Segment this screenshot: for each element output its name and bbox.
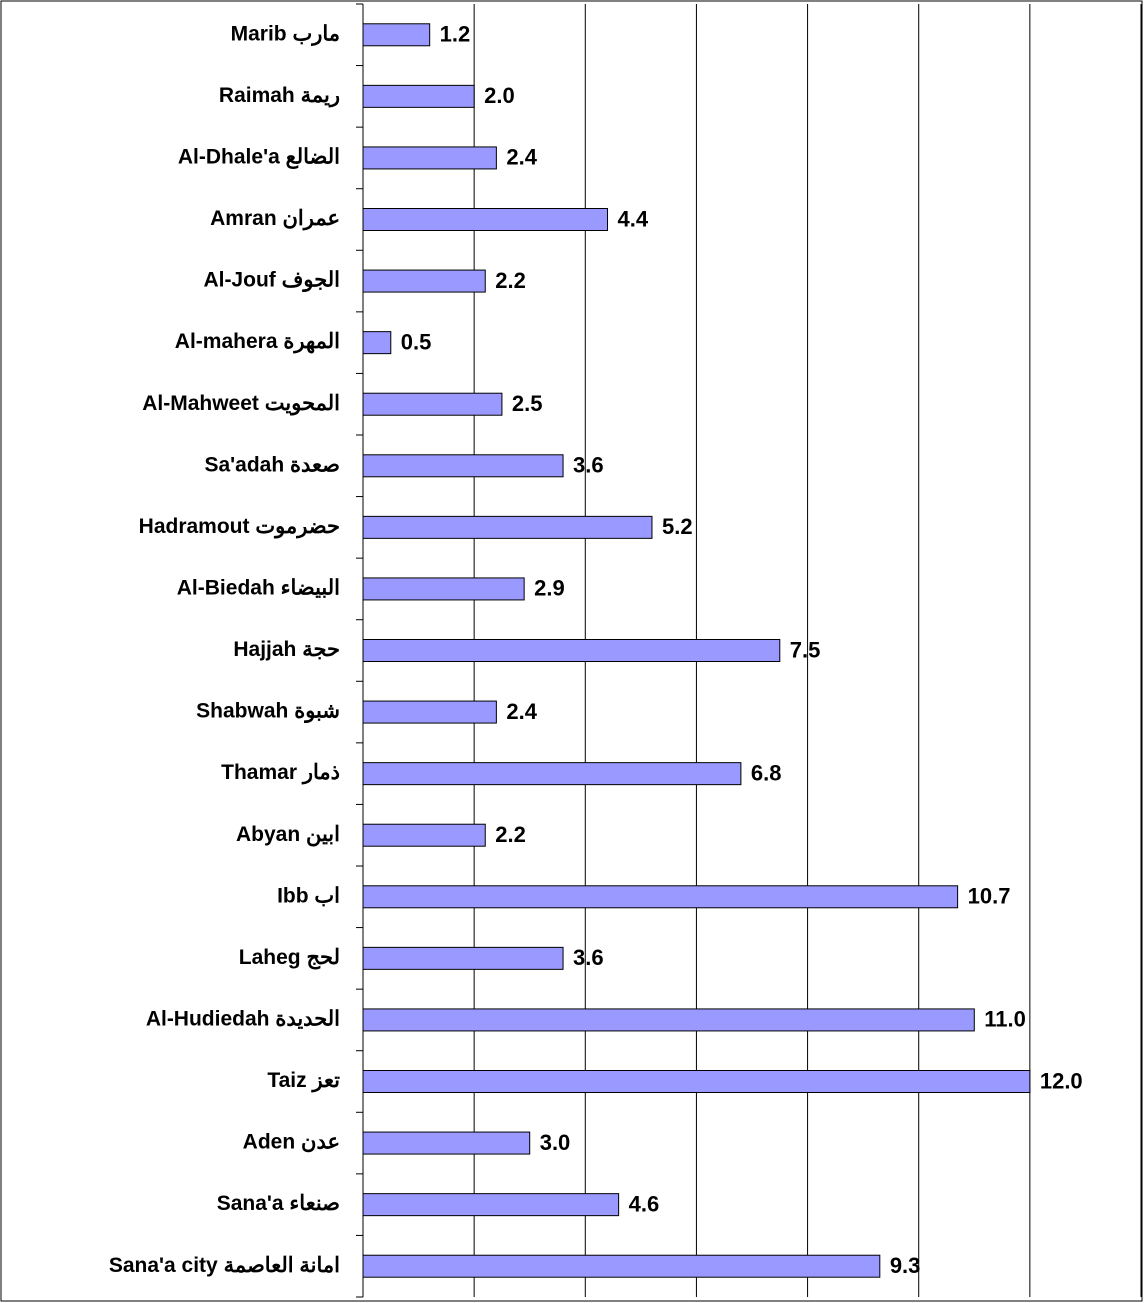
bar (362, 577, 525, 601)
y-tick-label: Raimah ريمة (219, 84, 340, 108)
value-label: 2.4 (506, 145, 537, 170)
y-tick-label: Aden عدن (243, 1131, 340, 1154)
bar (362, 1193, 620, 1217)
bar (362, 269, 486, 293)
y-tick-label: Hajjah حجة (233, 638, 340, 661)
y-tick-label: Ibb اب (277, 884, 340, 907)
bar (362, 1070, 1031, 1093)
y-tick-label: Al-mahera المهرة (175, 330, 340, 354)
y-tick-label: Sa'adah صعدة (204, 453, 340, 476)
bar (362, 454, 564, 478)
y-tick-label: Al-Jouf الجوف (203, 269, 340, 293)
bar (362, 823, 486, 847)
bar (362, 1008, 975, 1032)
value-label: 2.5 (512, 391, 543, 416)
value-label: 4.4 (618, 206, 649, 231)
bar (362, 23, 431, 47)
bar (362, 146, 497, 170)
value-label: 3.6 (573, 945, 604, 970)
value-label: 2.9 (534, 576, 565, 601)
bar (362, 1254, 881, 1278)
y-tick-label: Laheg لحج (239, 946, 340, 970)
bar (362, 208, 609, 231)
y-tick-label: Abyan ابين (236, 823, 340, 847)
value-label: 9.3 (890, 1253, 921, 1278)
value-label: 5.2 (662, 514, 693, 539)
bar (362, 700, 497, 724)
value-label: 2.4 (506, 699, 537, 724)
y-tick-label: Shabwah شبوة (196, 700, 340, 724)
value-label: 3.6 (573, 453, 604, 478)
value-label: 1.2 (440, 22, 471, 47)
bar (362, 946, 564, 970)
y-tick-label: Sana'a صنعاء (217, 1192, 340, 1215)
bar (362, 84, 475, 108)
y-tick-label: Sana'a city امانة العاصمة (109, 1254, 340, 1277)
bar (362, 762, 742, 786)
y-tick-label: Taiz تعز (267, 1069, 340, 1093)
y-tick-label: Amran عمران (210, 207, 340, 231)
y-tick-label: Thamar ذمار (221, 761, 340, 785)
value-label: 2.0 (484, 83, 515, 108)
bar (362, 515, 653, 539)
y-tick-label: Al-Biedah البيضاء (177, 576, 340, 599)
y-tick-label: Marib مارب (231, 22, 340, 46)
bar (362, 885, 959, 909)
y-tick-label: Al-Mahweet المحويت (142, 392, 340, 416)
value-label: 10.7 (968, 884, 1011, 909)
value-label: 6.8 (751, 760, 782, 785)
value-label: 7.5 (790, 637, 821, 662)
value-label: 2.2 (495, 268, 526, 293)
y-tick-label: Al-Dhale'a الضالع (178, 145, 340, 169)
bar (362, 331, 392, 355)
value-label: 11.0 (984, 1007, 1026, 1032)
value-label: 0.5 (401, 329, 432, 354)
bar (362, 392, 503, 416)
bar (362, 639, 781, 662)
value-label: 4.6 (629, 1191, 660, 1216)
y-tick-label: Hadramout حضرموت (139, 515, 340, 539)
value-label: 2.2 (495, 822, 526, 847)
y-tick-label: Al-Hudiedah الحديدة (146, 1007, 340, 1030)
value-label: 12.0 (1040, 1068, 1083, 1093)
value-label: 3.0 (540, 1130, 571, 1155)
bar (362, 1131, 531, 1155)
